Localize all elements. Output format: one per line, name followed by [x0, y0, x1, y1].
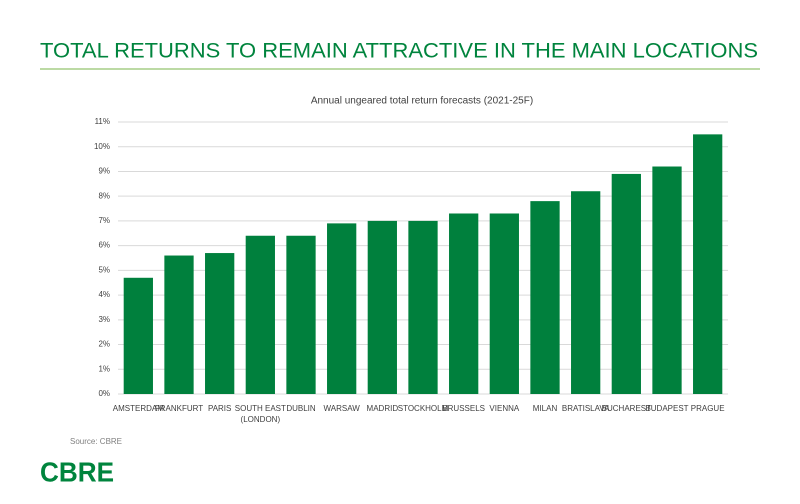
bar	[693, 134, 723, 394]
x-tick-label: BUCHAREST	[601, 404, 651, 413]
bar	[408, 220, 438, 394]
bar	[571, 191, 601, 394]
bar	[164, 255, 194, 394]
x-tick-label: STOCKHOLM	[397, 404, 449, 413]
x-tick-label: PRAGUE	[690, 404, 725, 413]
y-tick-label: 1%	[98, 364, 110, 373]
x-tick-label: AMSTERDAM	[112, 404, 164, 413]
y-tick-label: 11%	[95, 117, 110, 126]
y-tick-label: 7%	[98, 216, 110, 225]
y-tick-label: 6%	[98, 241, 110, 250]
y-tick-label: 0%	[98, 389, 110, 398]
bar	[489, 213, 519, 394]
slide-title: TOTAL RETURNS TO REMAIN ATTRACTIVE IN TH…	[40, 40, 758, 63]
x-tick-label: PARIS	[207, 404, 232, 413]
bar	[367, 220, 397, 394]
y-tick-label: 5%	[98, 265, 110, 274]
bar	[205, 253, 235, 394]
bar	[245, 235, 275, 394]
x-tick-label: BRUSSELS	[442, 404, 485, 413]
bar	[327, 223, 357, 394]
y-tick-label: 8%	[98, 191, 110, 200]
y-tick-label: 4%	[98, 290, 110, 299]
x-tick-label: BUDAPEST	[645, 404, 689, 413]
x-tick-label: BRATISLAVA	[561, 404, 610, 413]
bar	[123, 277, 153, 394]
x-tick-label: MADRID	[366, 404, 399, 413]
x-tick-label: DUBLIN	[286, 404, 316, 413]
bar	[611, 173, 641, 394]
y-tick-label: 3%	[98, 315, 110, 324]
bar	[286, 235, 316, 394]
x-tick-label: WARSAW	[323, 404, 360, 413]
source: Source: CBRE	[70, 437, 122, 446]
x-tick-label: FRANKFURT	[154, 404, 204, 413]
x-tick-label: MILAN	[532, 404, 558, 413]
logo: CBRE	[40, 456, 114, 487]
bar	[449, 213, 479, 394]
x-tick-label: SOUTH EAST (LONDON)	[234, 404, 286, 424]
chart-title: Annual ungeared total return forecasts (…	[311, 96, 533, 107]
bar	[530, 201, 560, 394]
y-tick-label: 10%	[94, 142, 110, 151]
y-tick-label: 9%	[98, 167, 110, 176]
y-tick-label: 2%	[98, 340, 110, 349]
bar	[652, 166, 682, 394]
x-tick-label: VIENNA	[489, 404, 520, 413]
